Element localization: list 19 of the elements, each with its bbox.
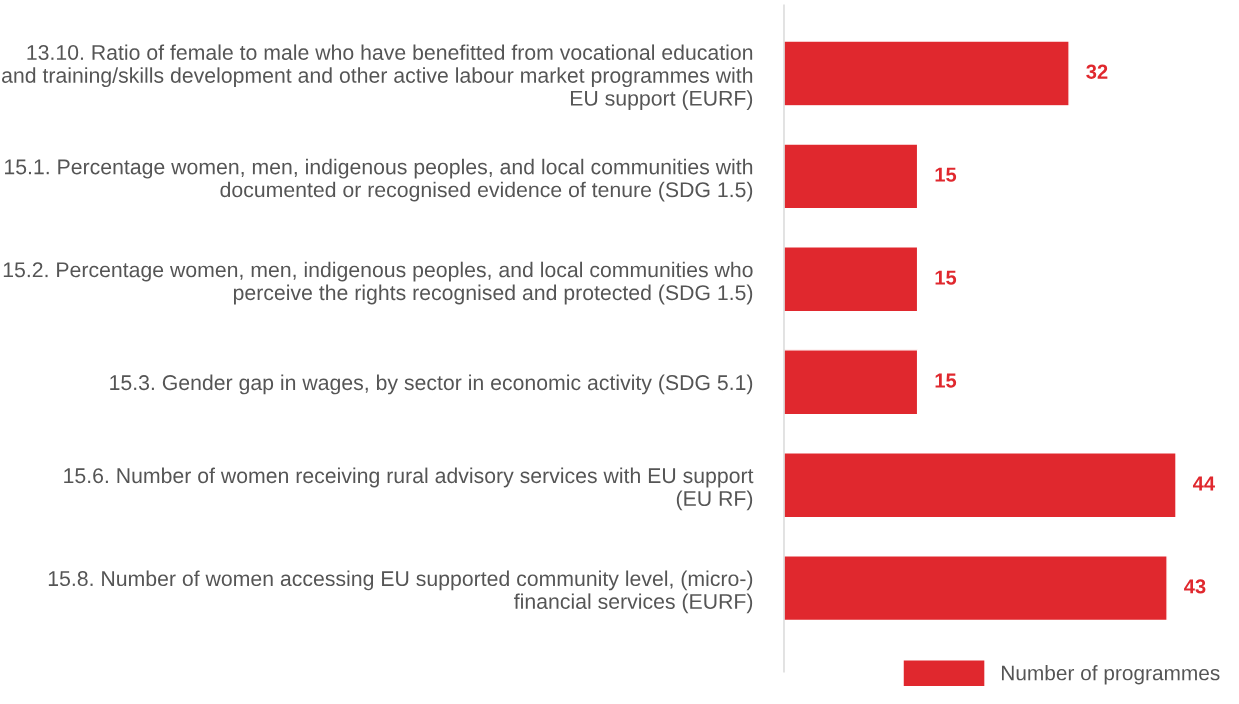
y-tick-label: 15.6. Number of women receiving rural advisory services with EU support (EU RF) xyxy=(64,467,754,511)
y-tick-label: 13.10. Ratio of female to male who have benefitted from vocational education and training/skills development and other active labour market programmes with EU support (EURF) xyxy=(2,44,753,110)
bar xyxy=(784,349,919,416)
data-label: 15 xyxy=(935,167,957,182)
bar xyxy=(784,246,919,313)
y-tick-label: 15.3. Gender gap in wages, by sector in economic activity (SDG 5.1) xyxy=(110,374,753,395)
data-label: 15 xyxy=(935,270,957,285)
bar xyxy=(784,452,1176,519)
y-tick-label: 15.2. Percentage women, men, indigenous peoples, and local communities who perceive the rights recognised and protected (SDG 1.5) xyxy=(3,261,753,305)
bar xyxy=(784,554,1168,622)
legend-label: Number of programmes xyxy=(1001,665,1220,685)
data-label: 32 xyxy=(1086,64,1108,79)
data-label: 15 xyxy=(935,373,957,388)
bar xyxy=(784,40,1070,107)
data-label: 43 xyxy=(1184,579,1206,594)
bar xyxy=(784,143,919,210)
y-tick-label: 15.8. Number of women accessing EU supported community level, (micro-) financial services (EURF) xyxy=(48,570,753,614)
data-label: 44 xyxy=(1192,476,1215,491)
y-tick-label: 15.1. Percentage women, men, indigenous peoples, and local communities with documented or recognised evidence of tenure (SDG 1.5) xyxy=(5,158,753,202)
